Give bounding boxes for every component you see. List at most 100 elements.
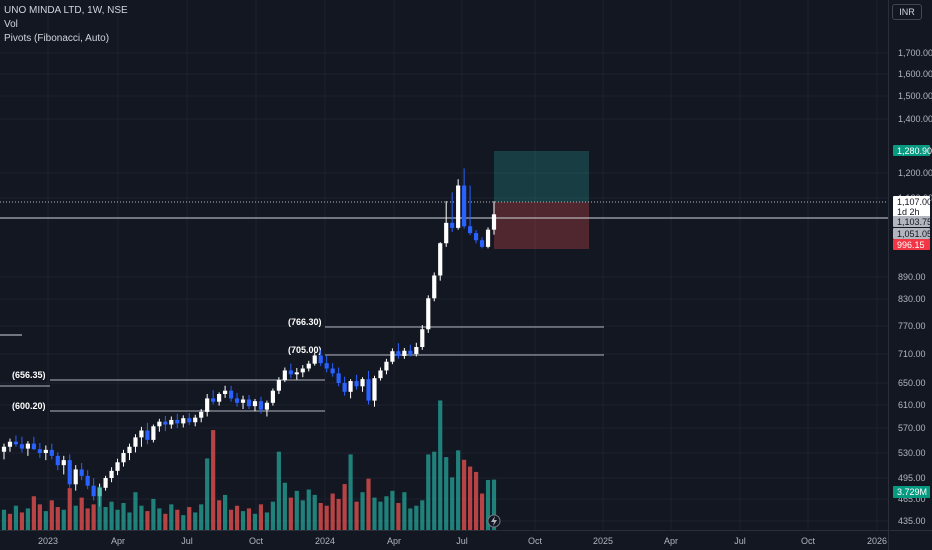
volume-bar [348, 454, 353, 530]
candle[interactable] [13, 441, 19, 445]
candle[interactable] [157, 421, 162, 427]
candle[interactable] [444, 222, 449, 244]
candle[interactable] [31, 443, 36, 450]
candle[interactable] [456, 185, 461, 228]
candle[interactable] [324, 363, 329, 369]
volume-bar [485, 480, 491, 530]
candle[interactable] [264, 402, 270, 410]
volume-indicator-label[interactable]: Vol [4, 19, 18, 30]
candle[interactable] [390, 351, 395, 362]
candle[interactable] [25, 443, 30, 449]
candle[interactable] [462, 185, 467, 227]
candle[interactable] [234, 398, 240, 403]
candle[interactable] [193, 417, 198, 423]
candle[interactable] [414, 347, 419, 354]
volume-bar [79, 497, 84, 530]
candle[interactable] [312, 355, 317, 364]
candle[interactable] [408, 350, 413, 354]
candle[interactable] [384, 361, 389, 371]
candle[interactable] [109, 470, 114, 478]
candle[interactable] [360, 379, 365, 387]
candle[interactable] [19, 444, 25, 449]
candle[interactable] [270, 390, 275, 403]
price-tick-label: 610.00 [898, 400, 926, 410]
candle[interactable] [217, 394, 222, 402]
candle[interactable] [432, 275, 437, 299]
candle[interactable] [354, 381, 359, 387]
stop-zone[interactable] [494, 202, 589, 249]
candle[interactable] [151, 426, 156, 440]
candle[interactable] [67, 460, 72, 485]
candle[interactable] [169, 419, 174, 425]
candle[interactable] [258, 401, 264, 410]
candle[interactable] [450, 222, 455, 228]
pivots-indicator-label[interactable]: Pivots (Fibonacci, Auto) [4, 33, 110, 44]
candle[interactable] [336, 373, 341, 383]
candle[interactable] [103, 478, 108, 488]
volume-bar [139, 505, 144, 530]
candle[interactable] [79, 469, 84, 476]
candle[interactable] [402, 350, 407, 356]
target-zone[interactable] [494, 151, 589, 202]
candle[interactable] [187, 418, 192, 423]
candle[interactable] [438, 243, 443, 276]
candle[interactable] [37, 449, 42, 453]
candle[interactable] [485, 229, 491, 247]
candle[interactable] [163, 421, 168, 425]
candle[interactable] [300, 368, 305, 373]
candle[interactable] [372, 378, 377, 401]
currency-button[interactable]: INR [892, 4, 922, 20]
volume-bar [402, 492, 407, 530]
candle[interactable] [282, 370, 287, 381]
candle[interactable] [348, 381, 353, 392]
time-tick-label: 2026 [867, 536, 887, 546]
candle[interactable] [139, 430, 144, 438]
candle[interactable] [7, 441, 13, 447]
candle[interactable] [426, 298, 431, 330]
candle[interactable] [223, 390, 228, 394]
candle[interactable] [468, 226, 473, 234]
candle[interactable] [133, 437, 138, 447]
candle[interactable] [91, 485, 96, 497]
candle[interactable] [145, 430, 150, 440]
candle[interactable] [49, 449, 54, 456]
candle[interactable] [205, 398, 210, 412]
candle[interactable] [246, 399, 252, 407]
candle[interactable] [491, 214, 497, 230]
time-tick-label: Oct [249, 536, 264, 546]
candle[interactable] [127, 446, 132, 453]
candle[interactable] [342, 383, 347, 392]
candle[interactable] [55, 455, 60, 466]
candle[interactable] [181, 418, 186, 424]
candle[interactable] [115, 462, 120, 471]
chart-legend: UNO MINDA LTD, 1W, NSE Vol Pivots (Fibon… [4, 4, 128, 46]
candle[interactable] [85, 475, 90, 486]
candle[interactable] [396, 351, 401, 356]
candle[interactable] [240, 399, 246, 403]
candle[interactable] [288, 370, 293, 375]
candle[interactable] [252, 401, 258, 407]
candle[interactable] [43, 449, 48, 453]
candle[interactable] [1, 446, 7, 452]
candle[interactable] [121, 453, 126, 463]
candle[interactable] [61, 460, 66, 466]
candle[interactable] [73, 469, 78, 485]
candle[interactable] [420, 329, 425, 347]
candle[interactable] [175, 419, 180, 424]
candle[interactable] [276, 380, 281, 391]
candle[interactable] [199, 411, 204, 418]
symbol-title[interactable]: UNO MINDA LTD, 1W, NSE [4, 5, 128, 16]
candle[interactable] [330, 368, 335, 374]
candle[interactable] [211, 398, 216, 402]
candle[interactable] [473, 233, 479, 241]
candle[interactable] [306, 363, 311, 369]
candle[interactable] [294, 372, 299, 375]
candle[interactable] [318, 355, 323, 364]
candle[interactable] [366, 379, 371, 401]
volume-bar [468, 466, 473, 530]
candle[interactable] [228, 390, 234, 399]
candle[interactable] [479, 240, 485, 247]
volume-bar [157, 508, 162, 530]
candle[interactable] [378, 370, 383, 379]
